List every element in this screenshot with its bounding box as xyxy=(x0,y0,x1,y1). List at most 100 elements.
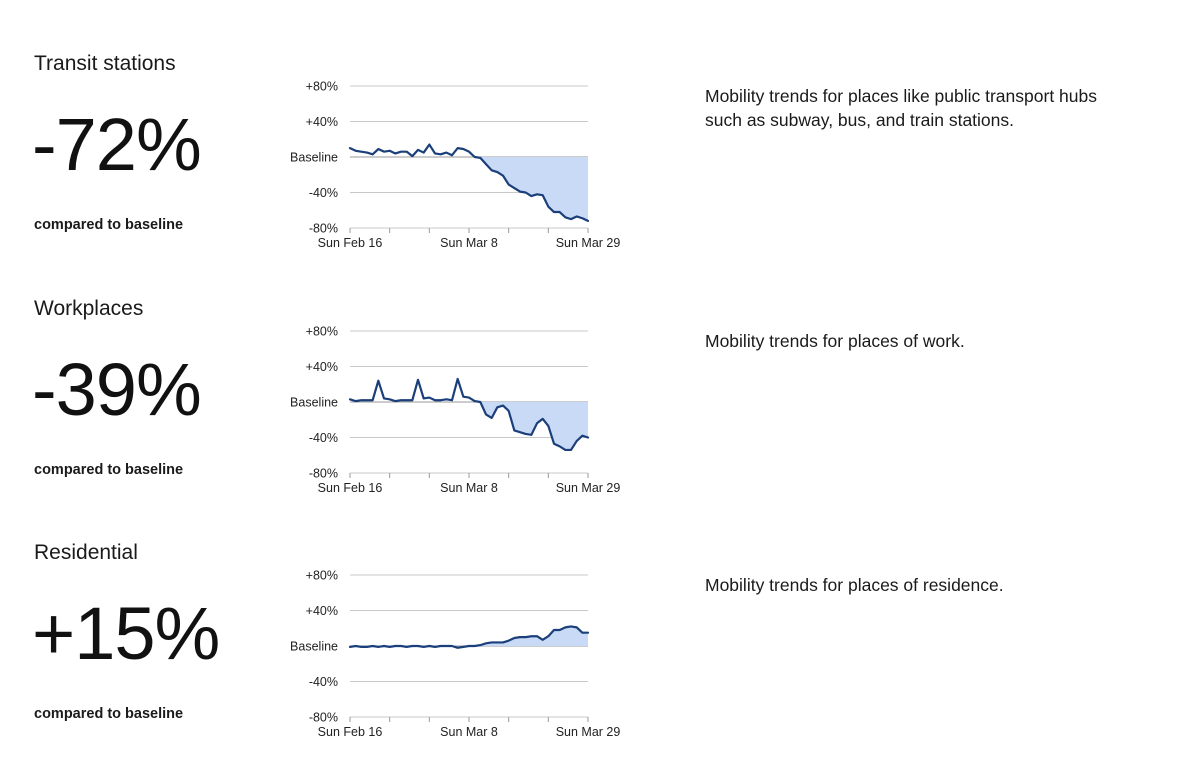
data-point xyxy=(519,636,521,638)
series-line xyxy=(348,625,590,649)
panel-caption: compared to baseline xyxy=(34,462,184,478)
data-point xyxy=(389,646,391,648)
y-tick-label: Baseline xyxy=(290,151,338,165)
data-point xyxy=(570,218,572,220)
data-point xyxy=(389,150,391,152)
data-point xyxy=(440,153,442,155)
data-point xyxy=(474,156,476,158)
data-point xyxy=(525,433,527,435)
y-tick-label: +40% xyxy=(306,360,338,374)
data-point xyxy=(525,191,527,193)
data-point xyxy=(411,399,413,401)
series-area-fill xyxy=(350,157,588,221)
data-point xyxy=(440,645,442,647)
mobility-chart: +80% +40% Baseline -40% -80%Sun Feb 16 Sun Ma… xyxy=(290,80,621,251)
panel-percent-value: -72% xyxy=(32,103,202,186)
data-point xyxy=(434,646,436,648)
data-point xyxy=(428,143,430,145)
data-point xyxy=(400,645,402,647)
data-point xyxy=(542,639,544,641)
data-point xyxy=(360,399,362,401)
data-point xyxy=(542,418,544,420)
data-point xyxy=(576,440,578,442)
data-point xyxy=(547,206,549,208)
data-point xyxy=(502,404,504,406)
x-tick-label: Sun Feb 16 xyxy=(318,725,383,739)
data-point xyxy=(434,152,436,154)
x-tick-label: Sun Mar 8 xyxy=(440,725,498,739)
y-tick-label: Baseline xyxy=(290,396,338,410)
data-point xyxy=(372,645,374,647)
data-point xyxy=(468,396,470,398)
data-point xyxy=(417,379,419,381)
x-tick-label: Sun Feb 16 xyxy=(318,481,383,495)
data-point xyxy=(485,642,487,644)
data-point xyxy=(530,635,532,637)
data-point xyxy=(423,397,425,399)
data-point xyxy=(434,399,436,401)
data-point xyxy=(417,645,419,647)
series-area-fill xyxy=(350,626,588,646)
data-point xyxy=(389,398,391,400)
data-point xyxy=(508,410,510,412)
data-point xyxy=(406,646,408,648)
data-point xyxy=(513,187,515,189)
data-point xyxy=(457,147,459,149)
data-point xyxy=(462,646,464,648)
data-point xyxy=(530,434,532,436)
data-point xyxy=(564,216,566,218)
panel-description: Mobility trends for places like public t… xyxy=(705,86,1097,130)
data-point xyxy=(423,646,425,648)
data-point xyxy=(519,431,521,433)
data-point xyxy=(355,150,357,152)
y-tick-label: +40% xyxy=(306,115,338,129)
data-point xyxy=(468,151,470,153)
y-tick-label: -40% xyxy=(309,675,338,689)
data-point xyxy=(553,629,555,631)
data-point xyxy=(564,449,566,451)
x-tick-label: Sun Mar 8 xyxy=(440,236,498,250)
y-tick-label: -40% xyxy=(309,186,338,200)
data-point xyxy=(485,413,487,415)
panel-workplaces: Workplaces -39% compared to baseline +80… xyxy=(0,245,1191,495)
data-point xyxy=(349,646,351,648)
x-tick-label: Sun Mar 29 xyxy=(556,725,621,739)
y-tick-label: -80% xyxy=(309,467,338,481)
x-tick-label: Sun Feb 16 xyxy=(318,236,383,250)
data-point xyxy=(383,397,385,399)
x-tick-label: Sun Mar 29 xyxy=(556,481,621,495)
data-point xyxy=(457,647,459,649)
x-tick-label: Sun Mar 29 xyxy=(556,236,621,250)
data-point xyxy=(394,645,396,647)
y-tick-label: Baseline xyxy=(290,640,338,654)
data-point xyxy=(576,626,578,628)
data-point xyxy=(451,645,453,647)
data-point xyxy=(366,151,368,153)
data-point xyxy=(559,211,561,213)
data-point xyxy=(355,400,357,402)
y-tick-label: +80% xyxy=(306,80,338,94)
mobility-chart: +80% +40% Baseline -40% -80%Sun Feb 16 Sun Ma… xyxy=(290,569,621,740)
panel-transit-stations: Transit stations -72% compared to baseli… xyxy=(0,0,1191,250)
data-point xyxy=(479,157,481,159)
data-point xyxy=(394,152,396,154)
data-point xyxy=(462,148,464,150)
data-point xyxy=(547,635,549,637)
panel-title: Workplaces xyxy=(34,297,144,320)
data-point xyxy=(559,629,561,631)
series-line xyxy=(348,377,590,452)
data-point xyxy=(372,153,374,155)
data-point xyxy=(366,646,368,648)
data-point xyxy=(519,191,521,193)
data-point xyxy=(372,399,374,401)
panel-title: Transit stations xyxy=(34,52,176,75)
x-tick-label: Sun Mar 8 xyxy=(440,481,498,495)
data-point xyxy=(377,646,379,648)
data-point xyxy=(502,175,504,177)
data-point xyxy=(411,645,413,647)
data-point xyxy=(349,147,351,149)
panel-description: Mobility trends for places of work. xyxy=(705,331,965,351)
data-point xyxy=(536,635,538,637)
data-point xyxy=(355,645,357,647)
data-point xyxy=(570,449,572,451)
